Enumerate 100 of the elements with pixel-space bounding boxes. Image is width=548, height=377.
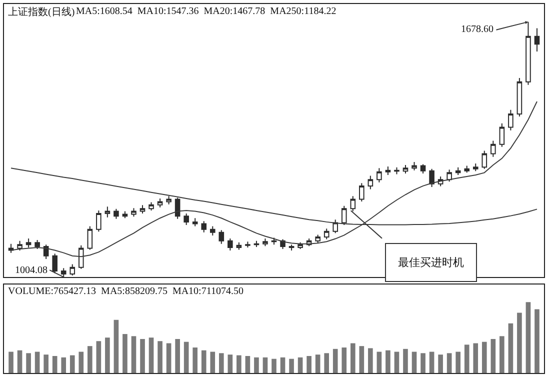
bar bbox=[456, 352, 460, 373]
bar bbox=[508, 323, 514, 373]
candlestick bbox=[516, 78, 522, 118]
candlestick bbox=[131, 208, 136, 218]
bar bbox=[140, 338, 145, 373]
candlestick bbox=[368, 175, 374, 190]
bar bbox=[332, 348, 338, 373]
candlestick bbox=[499, 122, 505, 148]
bar bbox=[34, 352, 40, 373]
bar bbox=[280, 357, 286, 373]
candlestick bbox=[26, 238, 32, 248]
candlestick bbox=[359, 182, 364, 202]
bar bbox=[105, 338, 110, 373]
bar bbox=[368, 348, 373, 373]
candlestick bbox=[446, 169, 452, 182]
bar bbox=[289, 358, 294, 373]
candlestick bbox=[218, 230, 224, 244]
candlestick bbox=[534, 28, 540, 52]
bar bbox=[245, 356, 250, 373]
candlestick bbox=[104, 206, 110, 218]
candlestick bbox=[245, 241, 250, 248]
candlestick bbox=[236, 242, 242, 250]
candlestick bbox=[87, 226, 93, 250]
bar bbox=[17, 350, 22, 373]
candlestick bbox=[78, 244, 84, 270]
candlestick bbox=[148, 202, 154, 211]
bar bbox=[306, 356, 312, 373]
candlestick bbox=[508, 109, 514, 131]
bar bbox=[473, 343, 478, 373]
text: MA5:1608.54 MA10:1547.36 MA20:1467.78 MA250:1184.22 bbox=[76, 6, 336, 17]
bar bbox=[184, 342, 189, 373]
candlestick bbox=[157, 198, 163, 208]
bar bbox=[210, 352, 216, 373]
bar bbox=[201, 350, 206, 373]
bar bbox=[114, 320, 119, 373]
bar bbox=[298, 357, 303, 373]
bar bbox=[52, 356, 58, 373]
bar bbox=[403, 348, 408, 373]
bar bbox=[96, 341, 102, 373]
candlestick bbox=[34, 240, 40, 250]
candlestick bbox=[420, 164, 426, 174]
bar bbox=[342, 347, 347, 373]
bar bbox=[446, 353, 452, 373]
bar bbox=[359, 346, 364, 373]
candlestick bbox=[315, 234, 320, 244]
bar bbox=[88, 346, 92, 373]
bar bbox=[517, 312, 522, 373]
candlestick bbox=[385, 166, 391, 176]
bar bbox=[438, 354, 443, 373]
bar bbox=[386, 350, 390, 373]
bar bbox=[218, 353, 224, 373]
annotation: 1004.08 bbox=[15, 265, 48, 276]
candlestick bbox=[192, 218, 198, 227]
bar bbox=[534, 309, 540, 373]
candlestick bbox=[472, 163, 478, 172]
bar bbox=[61, 357, 66, 373]
candlestick bbox=[140, 204, 146, 214]
bar bbox=[464, 344, 470, 373]
candlestick bbox=[96, 210, 102, 232]
candlestick bbox=[228, 238, 233, 252]
candlestick bbox=[464, 165, 470, 174]
bar bbox=[272, 358, 276, 373]
bar bbox=[526, 302, 531, 373]
bar bbox=[376, 352, 382, 373]
bar bbox=[490, 338, 496, 373]
candlestick bbox=[174, 197, 180, 220]
bar bbox=[44, 354, 48, 373]
candlestick bbox=[8, 243, 14, 254]
candlestick bbox=[412, 161, 417, 171]
bar bbox=[166, 343, 172, 373]
bar bbox=[131, 336, 136, 373]
candlestick bbox=[254, 240, 260, 248]
candlestick bbox=[324, 228, 330, 240]
candlestick bbox=[184, 213, 189, 226]
bar bbox=[350, 343, 356, 373]
candlestick bbox=[122, 210, 128, 219]
bar bbox=[482, 342, 487, 373]
candlestick bbox=[455, 166, 461, 176]
bar bbox=[148, 338, 154, 373]
candlestick bbox=[490, 140, 496, 158]
bar bbox=[26, 353, 31, 373]
bar bbox=[420, 353, 426, 373]
bar bbox=[412, 352, 417, 373]
bar bbox=[262, 357, 268, 373]
candlestick bbox=[341, 205, 347, 226]
bar bbox=[192, 347, 198, 373]
bar bbox=[175, 338, 180, 373]
bar bbox=[122, 334, 128, 373]
annotation: 最佳买进时机 bbox=[398, 256, 464, 269]
candlestick bbox=[166, 196, 172, 205]
bar bbox=[394, 352, 400, 373]
bar bbox=[315, 354, 320, 373]
candlestick bbox=[262, 238, 268, 247]
bar bbox=[254, 357, 259, 373]
bar bbox=[500, 336, 504, 373]
candlestick bbox=[201, 220, 207, 233]
annotation: 1678.60 bbox=[461, 24, 494, 35]
chart-title: 上证指数(日线) bbox=[8, 6, 75, 18]
bar bbox=[324, 353, 330, 373]
candlestick bbox=[210, 226, 216, 236]
